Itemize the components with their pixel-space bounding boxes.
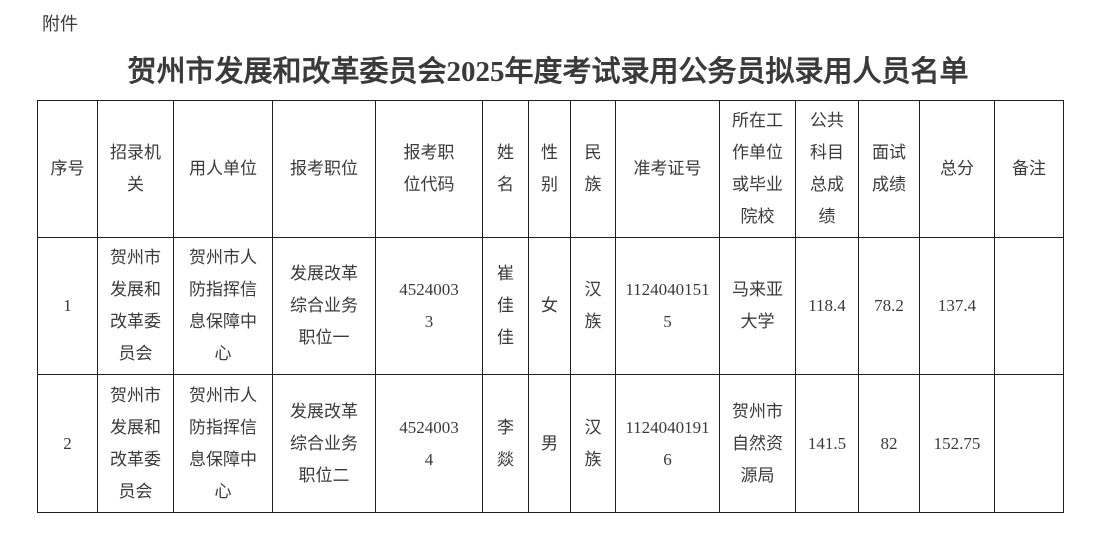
cell-ethnicity: 汉 族 <box>570 374 616 513</box>
table-row: 1 贺州市 发展和 改革委 员会 贺州市人 防指挥信 息保障中 心 发展改革 综… <box>37 237 1064 375</box>
roster-table: 序号 招录机 关 用人单位 报考职位 报考职 位代码 姓 名 性 别 民 族 准… <box>37 100 1064 513</box>
col-header-public-subject-score: 公共 科目 总成 绩 <box>795 100 859 238</box>
cell-interview-score: 78.2 <box>858 237 920 375</box>
cell-recruiting-agency: 贺州市 发展和 改革委 员会 <box>97 374 174 513</box>
col-header-gender: 性 别 <box>528 100 571 238</box>
col-header-recruiting-agency: 招录机 关 <box>97 100 174 238</box>
page-title: 贺州市发展和改革委员会2025年度考试录用公务员拟录用人员名单 <box>127 56 969 88</box>
cell-employing-unit: 贺州市人 防指挥信 息保障中 心 <box>173 374 273 513</box>
cell-position: 发展改革 综合业务 职位二 <box>272 374 376 513</box>
cell-remarks <box>994 374 1064 513</box>
cell-name: 李 燚 <box>482 374 529 513</box>
col-header-index: 序号 <box>37 100 98 238</box>
cell-ethnicity: 汉 族 <box>570 237 616 375</box>
col-header-work-unit-or-school: 所在工 作单位 或毕业 院校 <box>719 100 796 238</box>
cell-gender: 女 <box>528 237 571 375</box>
cell-position: 发展改革 综合业务 职位一 <box>272 237 376 375</box>
col-header-position-code: 报考职 位代码 <box>375 100 483 238</box>
table-row: 2 贺州市 发展和 改革委 员会 贺州市人 防指挥信 息保障中 心 发展改革 综… <box>37 374 1064 513</box>
cell-total-score: 152.75 <box>919 374 995 513</box>
cell-work-unit-or-school: 贺州市 自然资 源局 <box>719 374 796 513</box>
cell-work-unit-or-school: 马来亚 大学 <box>719 237 796 375</box>
cell-exam-number: 1124040191 6 <box>615 374 720 513</box>
col-header-remarks: 备注 <box>994 100 1064 238</box>
col-header-employing-unit: 用人单位 <box>173 100 273 238</box>
attachment-label: 附件 <box>42 14 78 34</box>
cell-recruiting-agency: 贺州市 发展和 改革委 员会 <box>97 237 174 375</box>
cell-gender: 男 <box>528 374 571 513</box>
cell-public-subject-score: 141.5 <box>795 374 859 513</box>
cell-public-subject-score: 118.4 <box>795 237 859 375</box>
col-header-ethnicity: 民 族 <box>570 100 616 238</box>
col-header-position: 报考职位 <box>272 100 376 238</box>
cell-remarks <box>994 237 1064 375</box>
cell-index: 1 <box>37 237 98 375</box>
cell-index: 2 <box>37 374 98 513</box>
cell-position-code: 4524003 4 <box>375 374 483 513</box>
cell-name: 崔 佳 佳 <box>482 237 529 375</box>
col-header-total-score: 总分 <box>919 100 995 238</box>
col-header-name: 姓 名 <box>482 100 529 238</box>
cell-position-code: 4524003 3 <box>375 237 483 375</box>
cell-employing-unit: 贺州市人 防指挥信 息保障中 心 <box>173 237 273 375</box>
table-header-row: 序号 招录机 关 用人单位 报考职位 报考职 位代码 姓 名 性 别 民 族 准… <box>37 100 1064 238</box>
col-header-interview-score: 面试 成绩 <box>858 100 920 238</box>
cell-total-score: 137.4 <box>919 237 995 375</box>
cell-exam-number: 1124040151 5 <box>615 237 720 375</box>
cell-interview-score: 82 <box>858 374 920 513</box>
col-header-exam-number: 准考证号 <box>615 100 720 238</box>
